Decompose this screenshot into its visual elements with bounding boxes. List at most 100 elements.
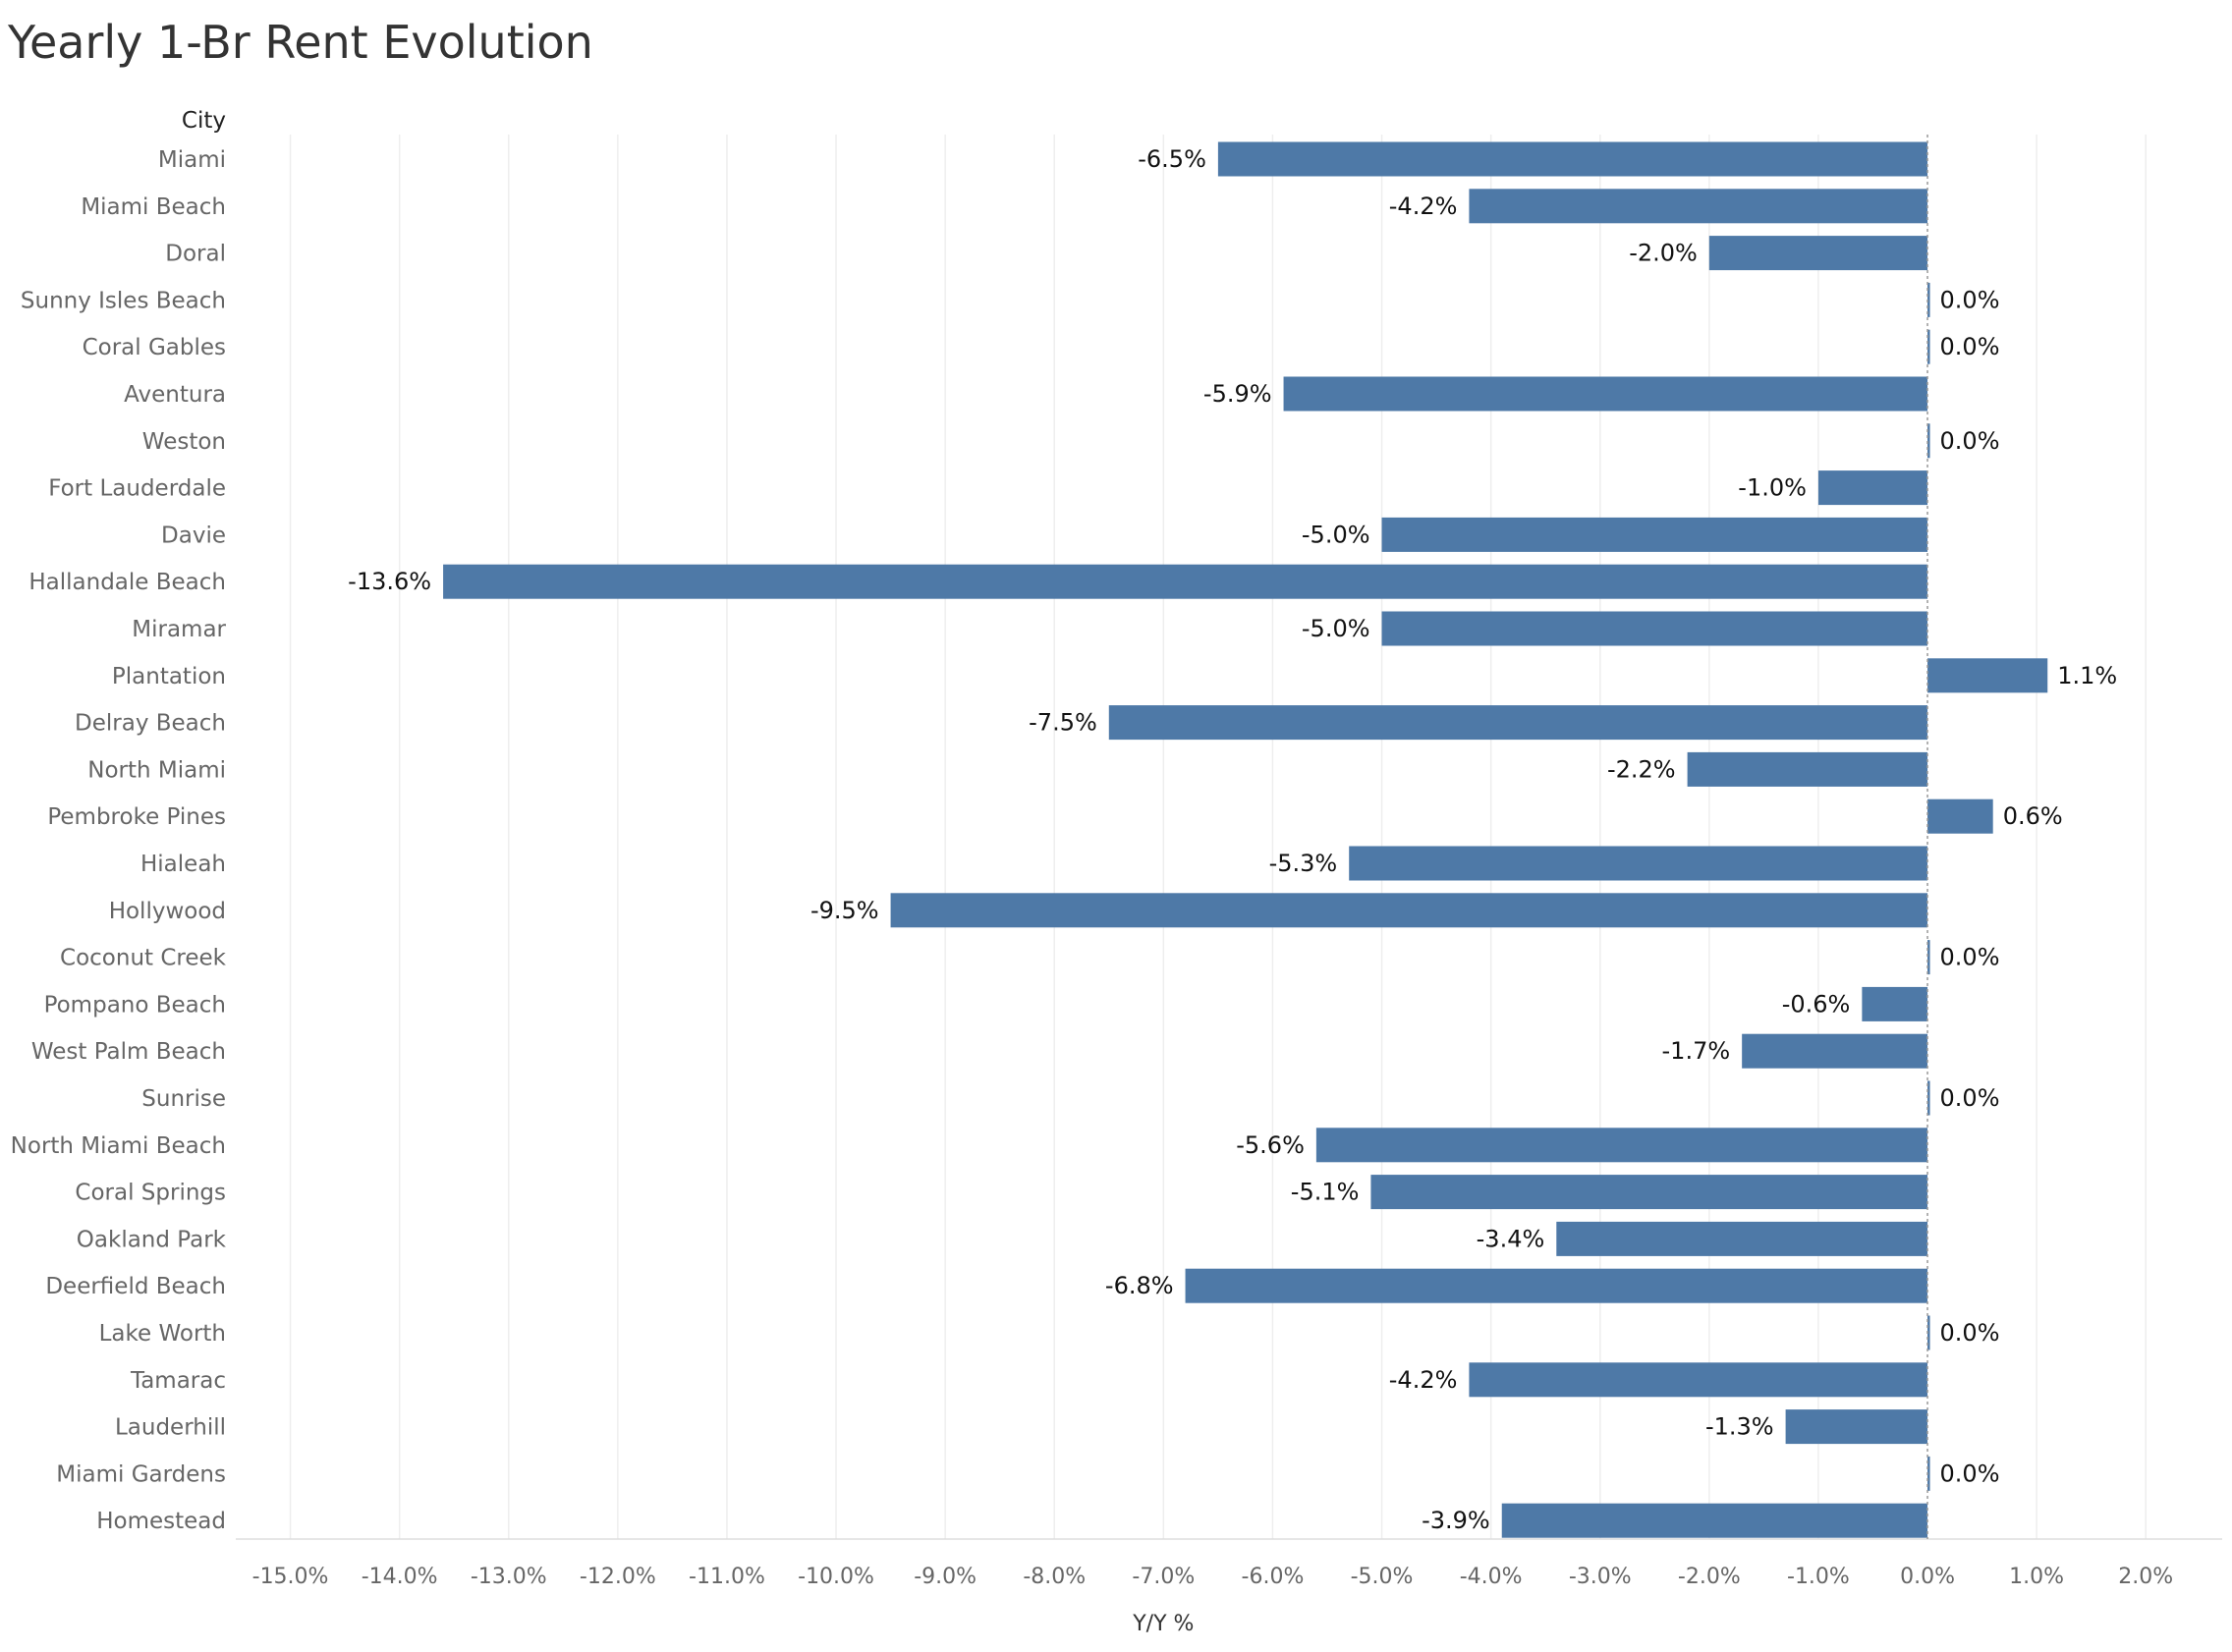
bar (1381, 517, 1928, 552)
data-label: -4.2% (1389, 193, 1458, 220)
bar (1927, 1080, 1930, 1116)
x-tick-label: -10.0% (798, 1565, 874, 1589)
bar (1927, 658, 2048, 693)
x-tick-label: -15.0% (252, 1565, 329, 1589)
category-label: Doral (165, 242, 226, 267)
category-label: Homestead (96, 1509, 226, 1534)
category-label: Davie (161, 523, 226, 548)
data-label: -3.9% (1422, 1507, 1490, 1534)
x-tick-label: 2.0% (2118, 1565, 2173, 1589)
bar (1283, 376, 1928, 412)
category-label: Miramar (132, 617, 226, 642)
x-tick-label: -1.0% (1787, 1565, 1850, 1589)
data-label: 0.0% (1940, 1459, 2000, 1487)
data-label: -1.7% (1662, 1037, 1731, 1065)
category-label: Miami Beach (81, 194, 226, 220)
bar (1927, 798, 1993, 834)
category-label: North Miami (87, 757, 226, 783)
data-label: -9.5% (810, 897, 879, 924)
bar (1349, 846, 1928, 881)
x-tick-label: -4.0% (1460, 1565, 1523, 1589)
data-label: -13.6% (348, 568, 431, 595)
data-label: -6.5% (1138, 145, 1206, 173)
category-label: Miami (158, 147, 226, 173)
bar (1469, 1362, 1928, 1398)
bar (1217, 141, 1928, 177)
category-label: Aventura (124, 382, 226, 408)
category-label: West Palm Beach (31, 1039, 226, 1065)
category-label: Oakland Park (77, 1227, 227, 1252)
x-tick-label: -12.0% (580, 1565, 656, 1589)
data-label: -5.0% (1302, 521, 1370, 548)
data-label: -5.9% (1203, 380, 1272, 408)
bar (443, 564, 1928, 599)
category-label: North Miami Beach (11, 1133, 226, 1159)
data-label: 0.0% (1940, 1084, 2000, 1112)
data-label: -5.3% (1269, 850, 1338, 877)
bar (1687, 751, 1928, 787)
bar (1315, 1128, 1928, 1163)
category-label: Coral Gables (83, 335, 226, 360)
category-label: Delray Beach (75, 711, 226, 737)
data-label: -4.2% (1389, 1366, 1458, 1394)
data-label: -1.0% (1738, 474, 1807, 502)
data-label: -5.0% (1302, 615, 1370, 642)
data-label: 1.1% (2057, 662, 2117, 689)
x-tick-label: -11.0% (689, 1565, 765, 1589)
bar (1927, 940, 1930, 975)
bar (1185, 1268, 1928, 1303)
data-label: -1.3% (1705, 1413, 1774, 1441)
x-tick-label: -8.0% (1023, 1565, 1086, 1589)
x-tick-label: -6.0% (1242, 1565, 1305, 1589)
data-label: -0.6% (1782, 990, 1851, 1018)
data-label: -2.2% (1607, 755, 1676, 783)
data-label: -3.4% (1477, 1225, 1545, 1252)
category-label: Coconut Creek (60, 946, 227, 971)
x-tick-label: -2.0% (1678, 1565, 1741, 1589)
data-label: 0.0% (1940, 944, 2000, 971)
data-label: 0.0% (1940, 427, 2000, 455)
x-tick-label: -3.0% (1569, 1565, 1632, 1589)
bar (1927, 329, 1930, 364)
category-label: Hialeah (140, 852, 226, 877)
bar (1927, 1456, 1930, 1491)
row-header: City (182, 108, 226, 134)
category-label: Tamarac (130, 1368, 226, 1394)
bar (1108, 705, 1928, 741)
x-tick-label: -13.0% (471, 1565, 547, 1589)
category-label: Plantation (112, 664, 226, 689)
chart-title: Yearly 1-Br Rent Evolution (8, 16, 593, 69)
bar (1708, 236, 1928, 271)
data-label: 0.6% (2003, 802, 2063, 830)
bar (890, 893, 1928, 928)
bar (1556, 1221, 1928, 1256)
data-label: 0.0% (1940, 1319, 2000, 1347)
x-tick-label: -14.0% (362, 1565, 438, 1589)
bar (1862, 986, 1928, 1021)
data-label: -5.1% (1291, 1179, 1360, 1206)
x-tick-label: 0.0% (1900, 1565, 1955, 1589)
category-label: Lauderhill (115, 1415, 226, 1441)
category-label: Pembroke Pines (47, 804, 226, 830)
bar (1381, 611, 1928, 646)
bar (1469, 189, 1928, 224)
bar (1927, 282, 1930, 317)
data-label: 0.0% (1940, 333, 2000, 360)
bar (1927, 1315, 1930, 1350)
category-label: Coral Springs (75, 1181, 226, 1206)
x-axis-title: Y/Y % (1132, 1612, 1194, 1636)
category-label: Hollywood (109, 899, 226, 924)
bar (1927, 423, 1930, 459)
category-label: Weston (142, 429, 226, 455)
data-label: -2.0% (1629, 240, 1698, 267)
category-label: Deerfield Beach (45, 1274, 226, 1299)
data-label: -5.6% (1236, 1131, 1305, 1159)
x-tick-label: -5.0% (1351, 1565, 1414, 1589)
bar (1501, 1503, 1928, 1538)
data-label: 0.0% (1940, 286, 2000, 313)
bar (1817, 470, 1928, 506)
category-label: Miami Gardens (56, 1461, 226, 1487)
data-label: -6.8% (1105, 1272, 1174, 1299)
category-label: Sunny Isles Beach (21, 288, 226, 313)
